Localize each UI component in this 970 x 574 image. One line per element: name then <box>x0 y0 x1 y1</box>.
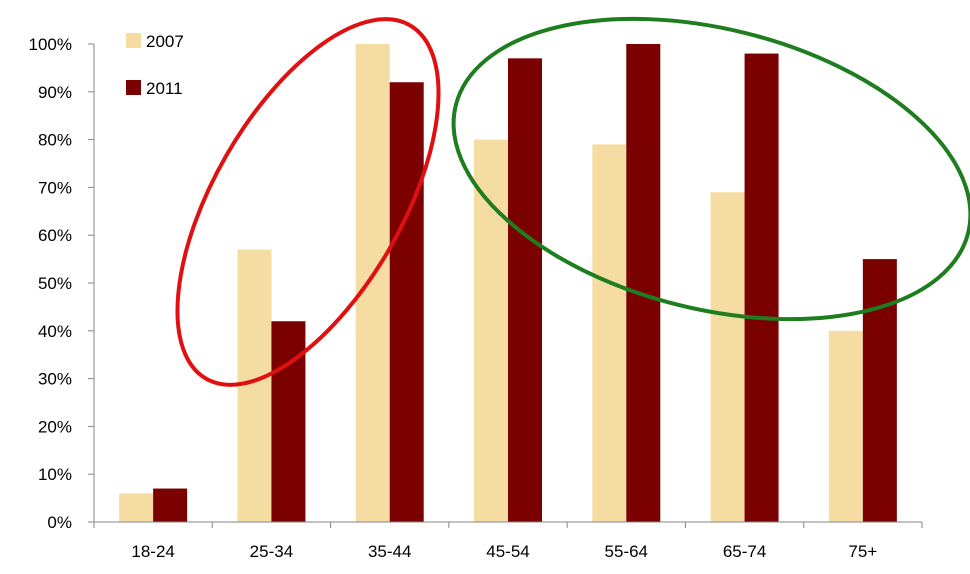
bar-2007-65-74 <box>710 192 745 522</box>
y-tick-label: 40% <box>38 322 72 341</box>
bar-2007-75+ <box>828 330 863 522</box>
bar-2007-45-54 <box>474 139 508 522</box>
y-tick-label: 20% <box>38 417 72 436</box>
bar-2011-45-54 <box>508 58 542 523</box>
annotation-ellipse-red <box>175 17 441 387</box>
bar-2011-65-74 <box>744 53 779 523</box>
bar-2007-18-24 <box>119 493 154 522</box>
bars-layer <box>119 44 897 523</box>
legend-swatch-2011 <box>126 80 141 95</box>
bar-2007-35-44 <box>355 44 390 522</box>
y-tick-label: 80% <box>38 131 72 150</box>
bar-2007-55-64 <box>592 144 627 522</box>
y-tick-label: 100% <box>29 35 72 54</box>
y-tick-label: 10% <box>38 465 72 484</box>
bar-2007-25-34 <box>237 249 272 523</box>
bar-2011-18-24 <box>153 488 188 522</box>
y-tick-label: 70% <box>38 178 72 197</box>
y-tick-label: 90% <box>38 83 72 102</box>
x-tick-label: 45-54 <box>486 542 529 561</box>
y-tick-label: 30% <box>38 370 72 389</box>
axes-layer: 0% 10% 20% 30% 40% 50% 60% 70% 80% 90% 100% 18-24 25… <box>29 35 923 561</box>
legend-label-2007: 2007 <box>146 32 184 51</box>
annotation-layer <box>175 16 970 387</box>
bar-2011-35-44 <box>389 82 424 523</box>
legend: 2007 2011 <box>126 32 184 98</box>
bar-2011-75+ <box>862 259 897 522</box>
legend-label-2011: 2011 <box>146 79 183 98</box>
bar-2011-25-34 <box>271 321 306 522</box>
y-tick-label: 60% <box>38 226 72 245</box>
x-tick-label: 65-74 <box>723 542 766 561</box>
annotation-ellipse-green <box>451 16 970 322</box>
x-tick-label: 25-34 <box>250 542 293 561</box>
y-tick-label: 0% <box>47 513 72 532</box>
legend-swatch-2007 <box>126 33 141 48</box>
bar-2011-55-64 <box>626 44 661 522</box>
x-tick-label: 18-24 <box>131 542 174 561</box>
x-tick-label: 55-64 <box>605 542 648 561</box>
y-tick-label: 50% <box>38 274 72 293</box>
x-tick-label: 35-44 <box>368 542 411 561</box>
x-tick-label: 75+ <box>848 542 877 561</box>
